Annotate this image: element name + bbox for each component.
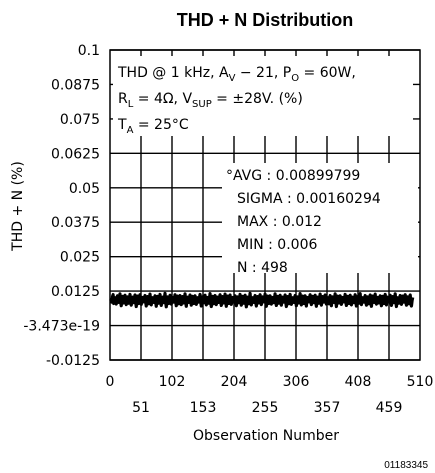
cond-1b: V — [229, 73, 236, 84]
cond-3c: = 25°C — [133, 117, 188, 133]
stat-max: MAX : 0.012 — [237, 214, 322, 230]
y-tick-label: 0.05 — [69, 181, 100, 197]
x-tick-label-bottom: 255 — [252, 400, 279, 416]
cond-2a: R — [118, 91, 128, 107]
y-axis-label: THD + N (%) — [10, 161, 26, 252]
y-tick-label: -0.0125 — [46, 353, 100, 369]
y-tick-label: 0.0875 — [51, 77, 100, 93]
conditions-line-1: THD @ 1 kHz, AV − 21, PO = 60W, — [117, 65, 356, 84]
x-tick-label-top: 0 — [106, 374, 115, 390]
cond-2c: = 4Ω, V — [133, 91, 192, 107]
cond-2b: L — [128, 99, 134, 110]
y-tick-label: 0.0125 — [51, 284, 100, 300]
stat-min: MIN : 0.006 — [237, 237, 317, 253]
stat-n: N : 498 — [237, 260, 288, 276]
x-tick-label-top: 204 — [221, 374, 248, 390]
thd-series-line — [109, 291, 415, 309]
cond-1c: − 21, P — [235, 65, 291, 81]
chart-title: THD + N Distribution — [177, 10, 354, 30]
x-tick-labels: 0 102 204 306 408 510 51 153 255 357 459 — [106, 374, 434, 416]
conditions-line-3: TA = 25°C — [117, 117, 189, 136]
plot-frame — [109, 49, 421, 361]
y-tick-label: 0.1 — [78, 43, 100, 59]
conditions-line-2: RL = 4Ω, VSUP = ±28V. (%) — [118, 91, 303, 110]
x-tick-label-top: 408 — [345, 374, 372, 390]
y-tick-label: 0.0625 — [51, 146, 100, 162]
series-layer — [109, 291, 415, 309]
cond-1e: = 60W, — [299, 65, 356, 81]
conditions-box-bg — [113, 56, 413, 136]
cond-1a: THD @ 1 kHz, A — [117, 65, 229, 81]
figure-code: 01183345 — [384, 460, 428, 471]
stat-avg: °AVG : 0.00899799 — [226, 168, 360, 184]
y-tick-labels: 0.1 0.0875 0.075 0.0625 0.05 0.0375 0.025 0.012… — [23, 43, 100, 369]
x-tick-label-top: 510 — [407, 374, 434, 390]
cond-2e: = ±28V. (%) — [212, 91, 303, 107]
x-tick-label-top: 102 — [159, 374, 186, 390]
x-tick-label-bottom: 51 — [132, 400, 150, 416]
y-tick-label: 0.0375 — [51, 215, 100, 231]
x-axis-label: Observation Number — [193, 428, 339, 444]
stats-box-bg — [222, 163, 418, 273]
x-tick-label-top: 306 — [283, 374, 310, 390]
x-tick-label-bottom: 357 — [314, 400, 341, 416]
cond-1d: O — [291, 73, 299, 84]
y-tick-label: 0.075 — [60, 112, 100, 128]
y-tick-label: 0.025 — [60, 250, 100, 266]
stat-sigma: SIGMA : 0.00160294 — [237, 191, 381, 207]
y-tick-label: -3.473e-19 — [23, 319, 100, 335]
x-tick-label-bottom: 153 — [190, 400, 217, 416]
cond-3a: T — [117, 117, 127, 133]
cond-2d: SUP — [192, 99, 212, 110]
x-tick-label-bottom: 459 — [376, 400, 403, 416]
cond-3b: A — [127, 125, 134, 136]
